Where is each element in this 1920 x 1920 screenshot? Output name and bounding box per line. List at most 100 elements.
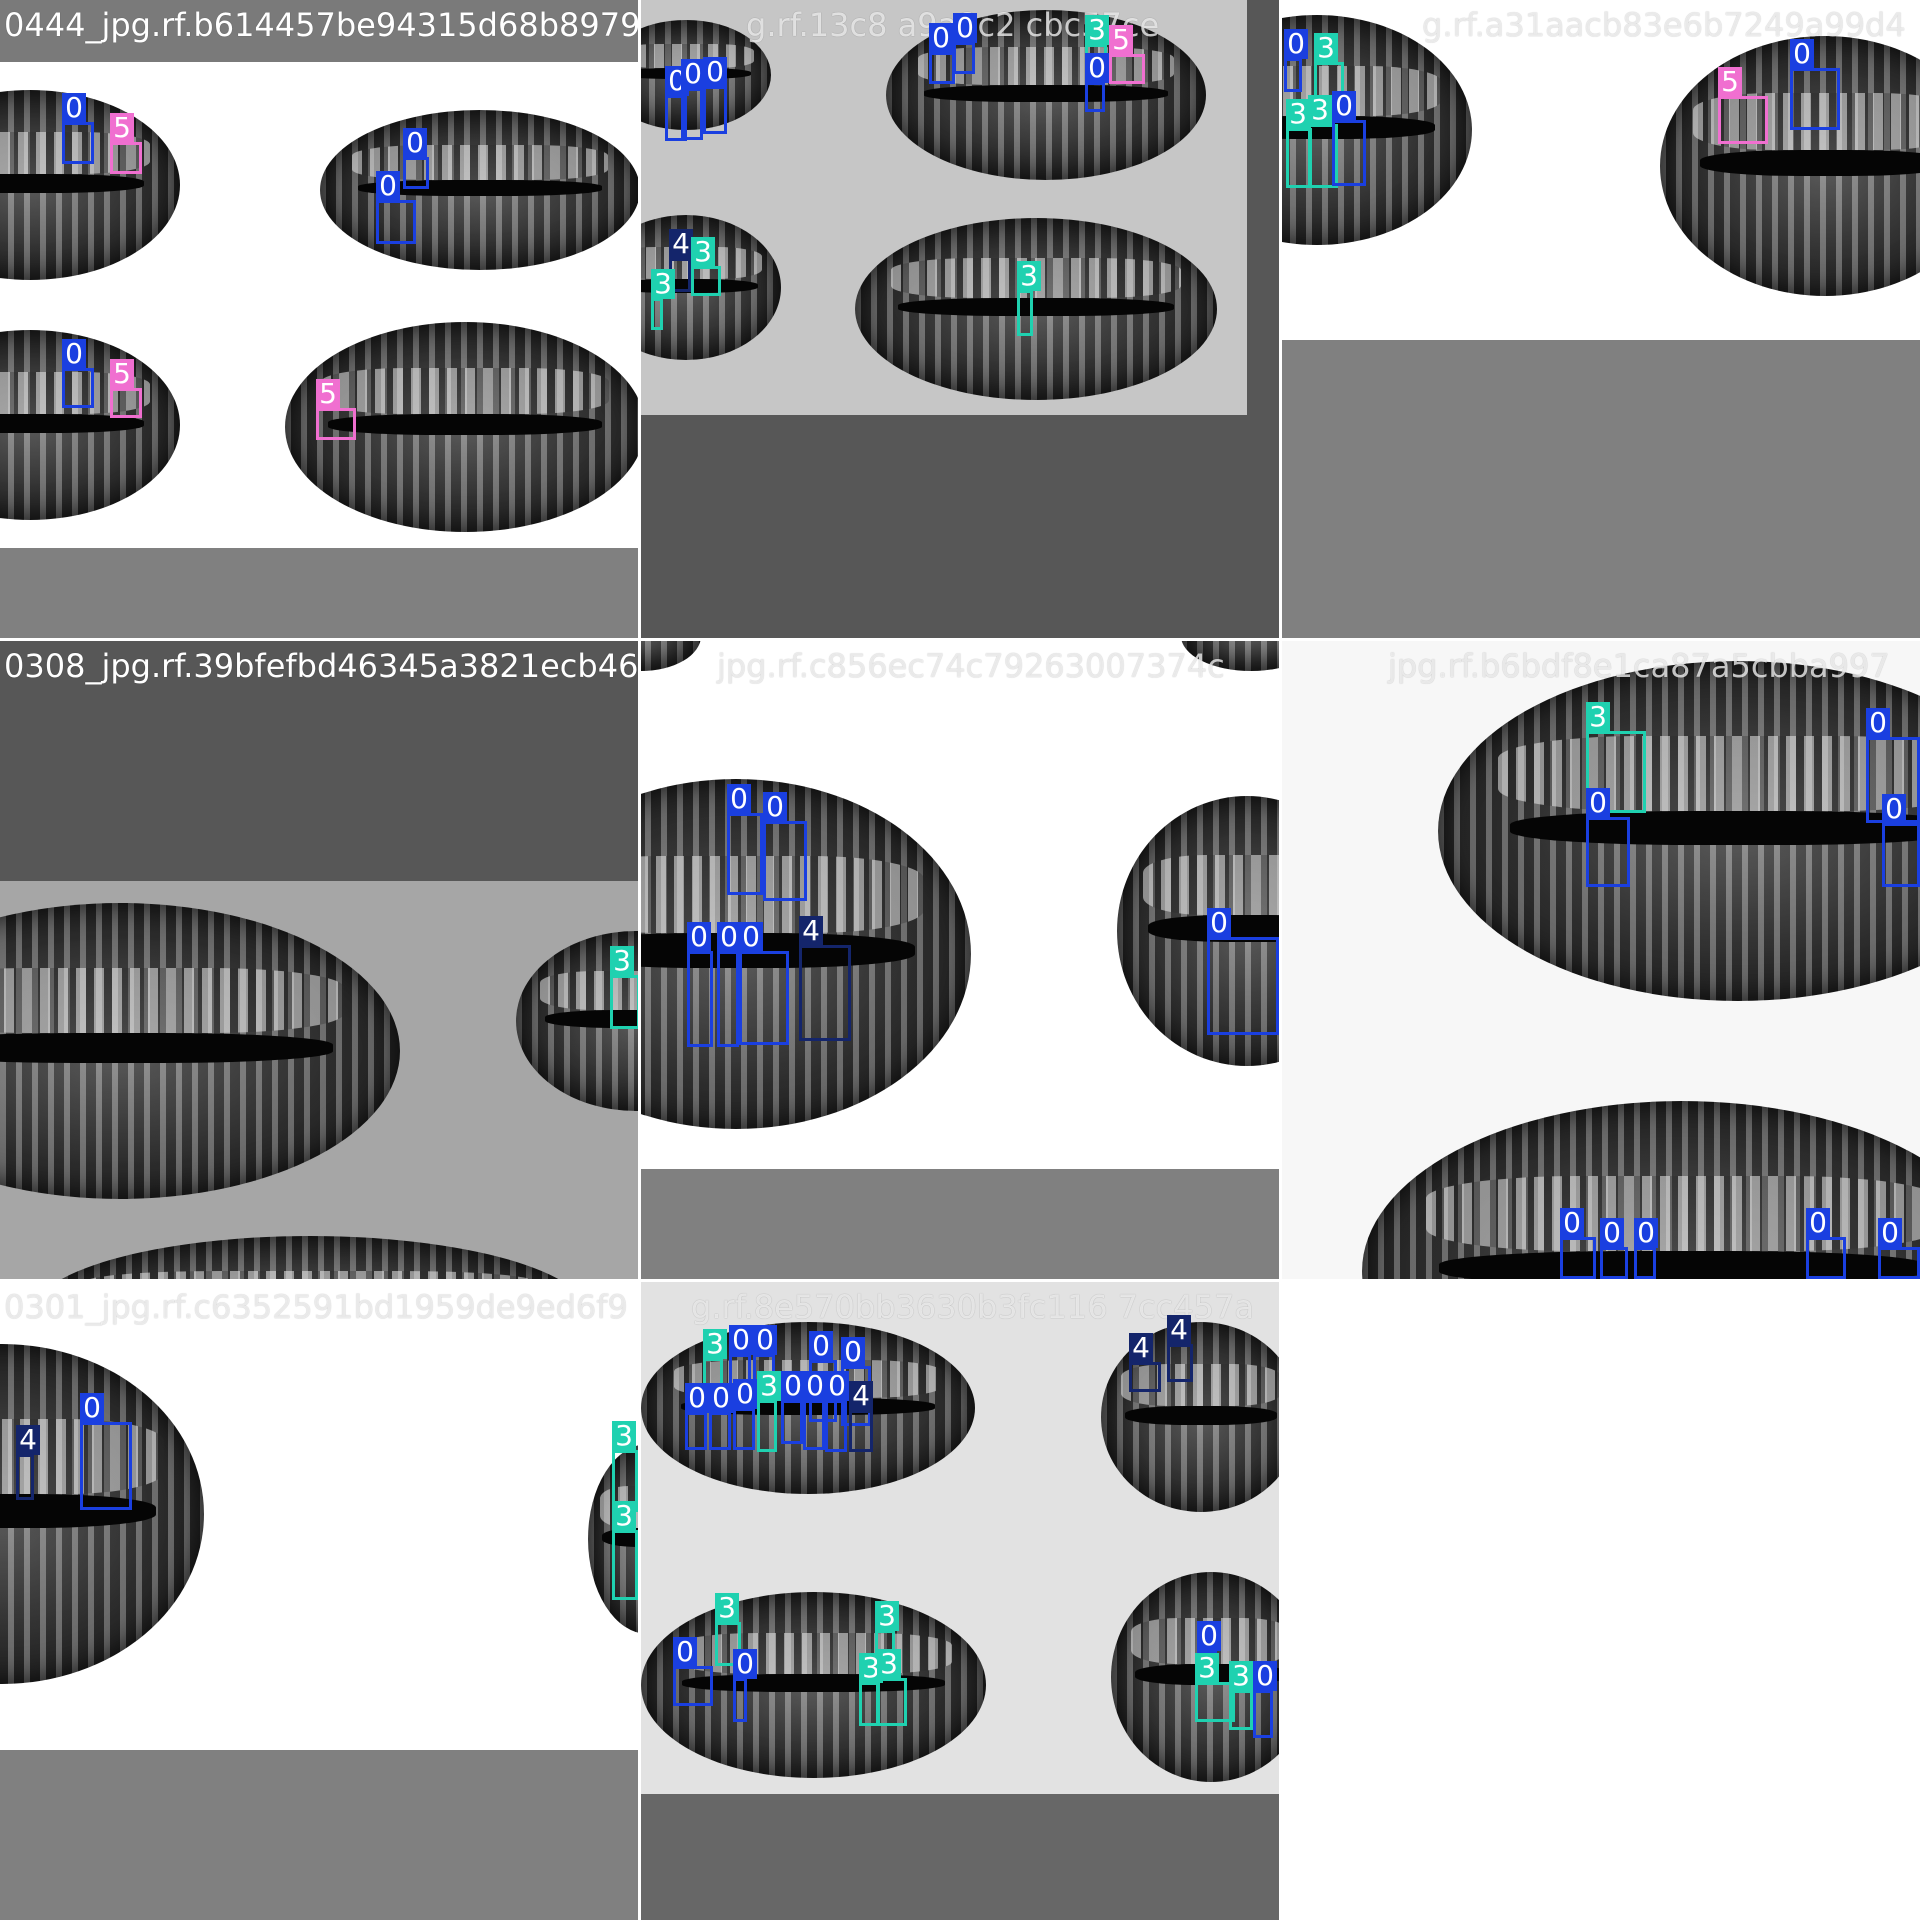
class-label: 0 — [729, 1325, 753, 1355]
detection-box: 3 — [1586, 702, 1646, 813]
class-label: 0 — [809, 1331, 833, 1361]
detection-box: 0 — [803, 1371, 827, 1450]
detection-box: 0 — [733, 1649, 757, 1722]
class-label: 4 — [1129, 1333, 1153, 1363]
detection-box: 3 — [1314, 33, 1344, 122]
detection-box: 5 — [1109, 25, 1145, 84]
class-label: 0 — [376, 171, 400, 201]
mosaic-tile-5: jpg.rf.c856ec74c79263007374c 0 0 0 0 0 4… — [641, 641, 1279, 1279]
tile-title: jpg.rf.b6bdf8e1ca87a5cbba997 — [1388, 647, 1890, 685]
detection-box: 4 — [1167, 1315, 1193, 1382]
detection-box: 4 — [849, 1381, 873, 1452]
class-label: 0 — [1284, 29, 1308, 59]
mosaic-tile-7: 0301_jpg.rf.c6352591bd1959de9ed6f9 4 0 3… — [0, 1282, 638, 1920]
class-label: 0 — [1882, 794, 1906, 824]
class-label: 0 — [1806, 1208, 1830, 1238]
class-label: 0 — [1586, 788, 1610, 818]
class-label: 0 — [733, 1379, 757, 1409]
class-label: 0 — [781, 1371, 805, 1401]
detection-box: 0 — [403, 128, 429, 189]
class-label: 0 — [1866, 708, 1890, 738]
class-label: 3 — [875, 1601, 899, 1631]
detection-box: 0 — [1207, 908, 1279, 1035]
class-label: 4 — [799, 916, 823, 946]
class-label: 3 — [612, 1421, 636, 1451]
class-label: 3 — [1229, 1661, 1253, 1691]
class-label: 0 — [687, 922, 711, 952]
class-label: 0 — [953, 13, 977, 43]
detection-box: 3 — [1017, 261, 1041, 336]
mosaic-tile-6: jpg.rf.b6bdf8e1ca87a5cbba997 3 0 0 0 0 0… — [1282, 641, 1920, 1279]
dental-xray — [285, 322, 638, 532]
detection-box: 3 — [715, 1593, 741, 1666]
detection-box: 3 — [757, 1371, 781, 1452]
class-label: 3 — [1085, 15, 1109, 45]
class-label: 0 — [1878, 1218, 1902, 1248]
class-label: 0 — [763, 792, 787, 822]
mosaic-tile-8: g.rf.8e570bb3630b3fc116 7cc457a 3 0 0 0 … — [641, 1282, 1279, 1920]
class-label: 0 — [841, 1337, 865, 1367]
mosaic-tile-9 — [1282, 1282, 1920, 1920]
detection-box: 3 — [875, 1601, 899, 1670]
class-label: 3 — [703, 1329, 727, 1359]
detection-box: 0 — [1560, 1208, 1596, 1279]
detection-box: 3 — [877, 1649, 907, 1726]
tile-divider — [0, 638, 1920, 641]
class-label: 0 — [753, 1325, 777, 1355]
detection-box: 5 — [1718, 67, 1768, 144]
detection-box: 0 — [825, 1371, 849, 1452]
class-label: 0 — [727, 784, 751, 814]
mosaic-tile-3: g.rf.a31aacb83e6b7249a99d4 0 3 3 3 0 5 0 — [1282, 0, 1920, 638]
detection-box: 3 — [612, 1421, 638, 1512]
detection-box: 0 — [729, 1325, 753, 1388]
class-label: 5 — [1718, 67, 1742, 97]
detection-box: 0 — [681, 59, 705, 140]
class-label: 0 — [62, 339, 86, 369]
class-label: 0 — [1332, 91, 1356, 121]
class-label: 0 — [403, 128, 427, 158]
class-label: 0 — [80, 1393, 104, 1423]
class-label: 0 — [733, 1649, 757, 1679]
class-label: 3 — [877, 1649, 901, 1679]
detection-box: 0 — [733, 1379, 757, 1450]
detection-box: 3 — [703, 1329, 727, 1398]
detection-box: 0 — [1806, 1208, 1846, 1279]
detection-box: 0 — [685, 1383, 709, 1450]
detection-box: 0 — [709, 1383, 733, 1450]
tile-title: jpg.rf.c856ec74c79263007374c — [717, 647, 1225, 685]
detection-box: 5 — [316, 379, 356, 440]
detection-box: 0 — [727, 784, 763, 895]
dental-xray — [320, 110, 638, 270]
class-label: 4 — [669, 229, 693, 259]
class-label: 0 — [1085, 53, 1109, 83]
detection-box: 3 — [859, 1653, 883, 1726]
detection-box: 3 — [651, 269, 675, 330]
detection-box: 3 — [1229, 1661, 1253, 1730]
class-label: 3 — [1195, 1653, 1219, 1683]
class-label: 0 — [1600, 1218, 1624, 1248]
class-label: 4 — [1167, 1315, 1191, 1345]
class-label: 0 — [1790, 39, 1814, 69]
detection-box: 0 — [1332, 91, 1366, 186]
dental-xray — [30, 1236, 590, 1279]
detection-box: 0 — [781, 1371, 805, 1444]
class-label: 0 — [739, 922, 763, 952]
detection-box: 0 — [1284, 29, 1308, 92]
detection-box: 0 — [673, 1637, 713, 1706]
class-label: 3 — [1017, 261, 1041, 291]
class-label: 0 — [703, 57, 727, 87]
class-label: 3 — [1308, 95, 1332, 125]
class-label: 0 — [803, 1371, 827, 1401]
detection-box: 0 — [1253, 1661, 1277, 1738]
class-label: 0 — [1634, 1218, 1658, 1248]
class-label: 0 — [62, 93, 86, 123]
mosaic-tile-1: 0444_jpg.rf.b614457be94315d68b897969b06a… — [0, 0, 638, 638]
class-label: 4 — [16, 1425, 40, 1455]
class-label: 0 — [1253, 1661, 1277, 1691]
tile-title: 0308_jpg.rf.39bfefbd46345a3821ecb4674160 — [4, 647, 638, 685]
class-label: 5 — [316, 379, 340, 409]
class-label: 0 — [717, 922, 741, 952]
class-label: 3 — [715, 1593, 739, 1623]
class-label: 0 — [685, 1383, 709, 1413]
detection-box: 4 — [16, 1425, 40, 1500]
